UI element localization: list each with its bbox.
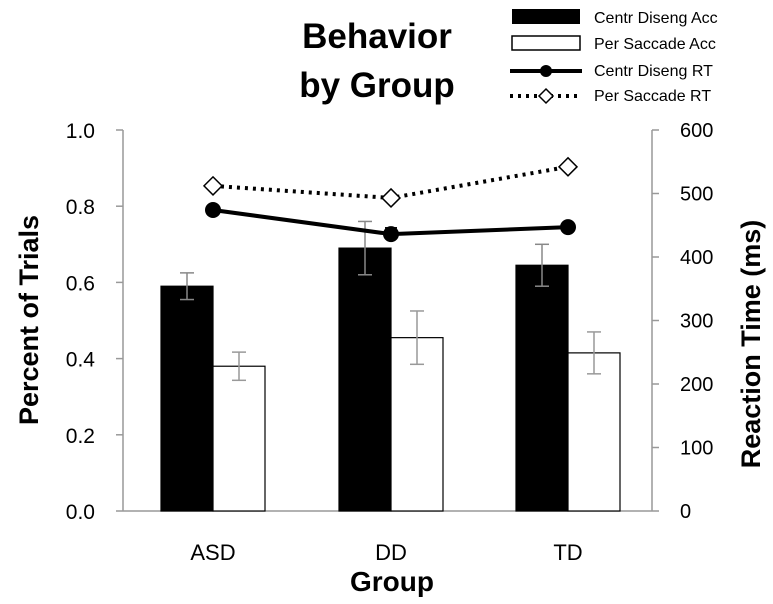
left-tick-group: 0.0 0.2 0.4 0.6 0.8 1.0 (66, 120, 123, 524)
legend-marker-centr-diseng-rt (540, 65, 552, 77)
bar-group (160, 220, 621, 512)
right-tick-label: 0 (680, 501, 691, 523)
left-tick-label: 0.8 (66, 196, 95, 219)
legend-label-centr-diseng-acc: Centr Diseng Acc (594, 10, 718, 27)
category-label: TD (553, 540, 582, 565)
category-label-group: ASD DD TD (190, 540, 582, 565)
left-tick-label: 1.0 (66, 120, 95, 143)
left-tick-label: 0.2 (66, 425, 95, 448)
y-axis-left-label: Percent of Trials (14, 215, 44, 425)
rt-point-circle (383, 226, 399, 243)
rt-point-diamond (557, 156, 579, 177)
bar-0-2 (515, 264, 569, 512)
left-tick-label: 0.4 (66, 349, 96, 372)
y-axis-right-label: Reaction Time (ms) (736, 220, 766, 469)
bar-0-0 (160, 285, 214, 512)
right-tick-label: 400 (680, 247, 713, 269)
legend-swatch-centr-diseng-acc (512, 9, 580, 24)
right-tick-label: 600 (680, 120, 713, 142)
legend-label-per-saccade-acc: Per Saccade Acc (594, 36, 716, 53)
rt-point-diamond (380, 187, 402, 209)
bar-1-0 (212, 365, 266, 512)
right-tick-label: 300 (680, 311, 713, 333)
right-tick-label: 200 (680, 374, 713, 396)
left-tick-label: 0.0 (66, 501, 95, 524)
bar-1-2 (567, 352, 621, 512)
category-label: DD (375, 540, 407, 565)
right-tick-label: 500 (680, 184, 713, 206)
bar-0-1 (338, 247, 392, 512)
bar-1-1 (390, 337, 444, 512)
x-axis-label: Group (350, 566, 434, 597)
line-group (202, 156, 579, 243)
rt-point-diamond (202, 175, 224, 196)
rt-point-circle (560, 219, 576, 236)
right-tick-label: 100 (680, 438, 713, 460)
legend-label-per-saccade-rt: Per Saccade RT (594, 88, 711, 105)
rt-point-circle (205, 202, 221, 219)
legend-marker-per-saccade-rt (537, 87, 555, 105)
category-label: ASD (190, 540, 235, 565)
legend-swatch-per-saccade-acc (511, 35, 581, 51)
legend-label-centr-diseng-rt: Centr Diseng RT (594, 63, 713, 80)
right-tick-group: 0 100 200 300 400 500 600 (652, 120, 713, 523)
chart-title-line-1: Behavior (302, 17, 452, 56)
left-tick-label: 0.6 (66, 272, 95, 295)
chart-title-line-2: by Group (299, 66, 455, 105)
legend: Centr Diseng Acc Per Saccade Acc Centr D… (510, 9, 718, 105)
